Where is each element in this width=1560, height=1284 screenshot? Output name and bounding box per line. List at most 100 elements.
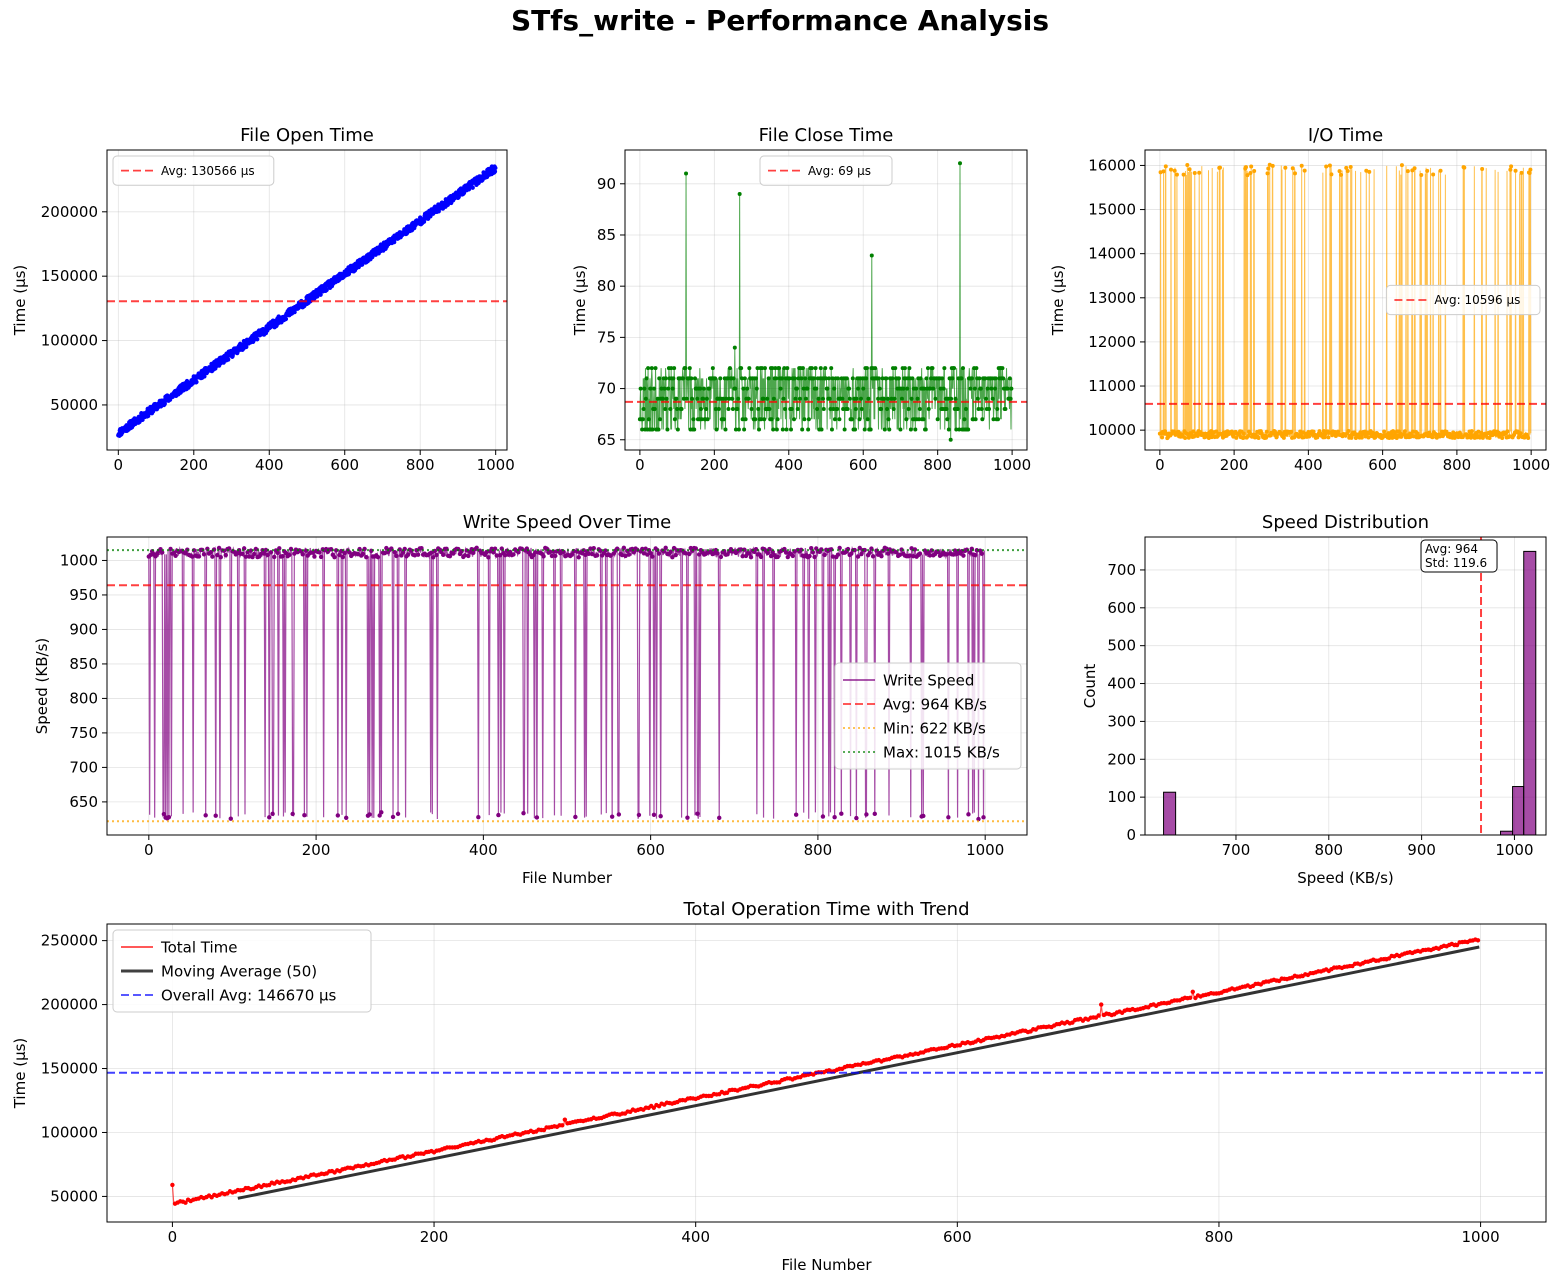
data-point (664, 396, 669, 401)
y-tick-label: 65 (597, 431, 616, 449)
y-tick-label: 400 (1107, 675, 1136, 693)
data-point (716, 407, 721, 412)
data-point (1367, 169, 1372, 174)
data-point (762, 417, 767, 422)
data-point (194, 379, 199, 385)
y-tick-label: 85 (597, 226, 616, 244)
data-point (1359, 435, 1364, 440)
data-point (318, 554, 324, 560)
data-point (901, 386, 906, 391)
data-point (924, 376, 929, 381)
data-point (839, 811, 844, 816)
legend: Total Time Moving Average (50) Overall Avg… (112, 929, 372, 1013)
data-point (646, 417, 651, 422)
data-point (832, 386, 837, 391)
data-point (873, 366, 878, 371)
data-point (1183, 435, 1188, 440)
data-point (486, 555, 491, 560)
legend-frame (759, 155, 893, 186)
data-point (1431, 172, 1436, 177)
data-point (1415, 431, 1420, 436)
data-point (1329, 172, 1334, 177)
plot-area-close (625, 161, 1027, 442)
data-point (735, 407, 740, 412)
data-point (730, 396, 735, 401)
data-point (1324, 164, 1329, 169)
data-point (162, 401, 167, 406)
data-point (841, 407, 846, 412)
data-point (672, 417, 677, 422)
data-point (730, 407, 735, 412)
data-point (770, 366, 775, 371)
data-point (945, 417, 950, 422)
data-point (721, 396, 726, 401)
data-point (1174, 172, 1179, 177)
data-point (267, 815, 272, 820)
data-point (861, 386, 866, 391)
data-point (991, 417, 996, 422)
data-point (910, 376, 915, 381)
data-point (161, 811, 167, 817)
data-point (793, 396, 798, 401)
data-point (803, 376, 808, 381)
data-point (218, 554, 223, 560)
x-axis-label: Speed (KB/s) (1297, 869, 1394, 887)
data-point (885, 551, 891, 556)
data-point (727, 396, 732, 401)
data-point (941, 386, 946, 391)
data-point (1526, 436, 1531, 441)
y-tick-label: 200000 (41, 996, 98, 1014)
data-point (739, 376, 744, 381)
legend-label: Max: 1015 KB/s (883, 743, 1000, 761)
y-tick-label: 50000 (50, 1187, 98, 1205)
data-point (598, 548, 603, 554)
data-point (641, 551, 647, 556)
data-point (830, 554, 836, 559)
data-point (905, 386, 910, 391)
data-point (695, 396, 700, 401)
data-point (844, 376, 849, 381)
data-point (979, 551, 985, 556)
data-point (652, 407, 657, 412)
data-point (926, 407, 931, 412)
data-point (769, 417, 774, 422)
legend-frame (112, 155, 275, 186)
data-point (962, 417, 967, 422)
data-point (925, 366, 930, 371)
data-point (707, 386, 712, 391)
data-point (693, 546, 698, 551)
data-point (573, 814, 578, 820)
data-point (954, 427, 959, 432)
data-point (434, 552, 439, 558)
data-point (736, 396, 741, 401)
data-point (496, 812, 501, 818)
data-point (1190, 989, 1195, 994)
data-point (967, 550, 973, 555)
data-point (961, 553, 966, 558)
data-point (983, 376, 988, 381)
data-point (1270, 163, 1275, 168)
data-point (740, 553, 745, 559)
data-point (683, 366, 688, 371)
data-point (815, 407, 820, 412)
data-point (723, 427, 728, 432)
data-point (993, 376, 998, 381)
x-tick-label: 800 (1443, 456, 1472, 474)
data-point (441, 552, 446, 558)
data-point (852, 547, 857, 553)
data-point (995, 417, 1000, 422)
chart-total: 0 200 400 600 800 1000 50000 100000 150000 200000… (11, 899, 1547, 1274)
data-point (1479, 430, 1484, 435)
data-point (835, 407, 840, 412)
data-point (710, 366, 715, 371)
data-point (589, 551, 595, 557)
data-point (825, 386, 830, 391)
y-tick-label: 50000 (50, 396, 98, 414)
data-point (968, 386, 973, 391)
data-point (778, 386, 783, 391)
data-point (337, 552, 342, 558)
data-point (765, 396, 770, 401)
data-point (451, 551, 456, 556)
x-tick-label: 400 (774, 456, 803, 474)
data-point (904, 417, 909, 422)
